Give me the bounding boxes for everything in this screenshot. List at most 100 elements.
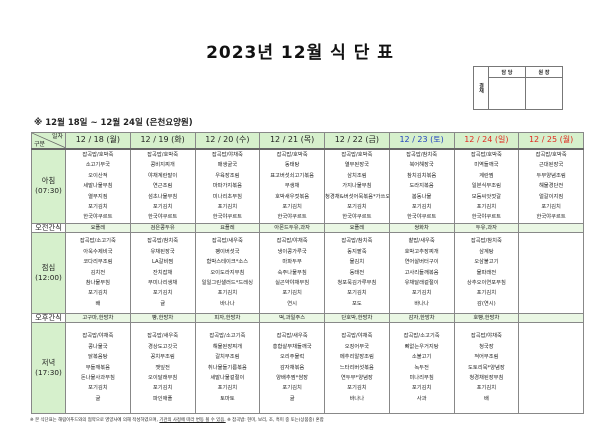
date-header: 12 / 22 (금) bbox=[324, 132, 390, 150]
menu-item: 열무지짐 bbox=[88, 193, 108, 200]
page-title: 2023년 12월 식 단 표 bbox=[206, 43, 394, 63]
menu-item: 녹두전 bbox=[414, 364, 429, 371]
menu-item: 한국야쿠르트 bbox=[212, 214, 242, 221]
menu-item: 잡곡밥/새우죽 bbox=[211, 238, 243, 245]
menu-item: 소불고기 bbox=[411, 354, 432, 361]
menu-item: 오이산적 bbox=[88, 172, 108, 179]
menu-item: 바나나 bbox=[414, 300, 429, 307]
menu-item: 포기김치 bbox=[347, 204, 367, 211]
menu-item: 연어살버터구이 bbox=[404, 259, 439, 266]
menu-item: 미나리무침 bbox=[409, 375, 434, 382]
menu-item: 고사리들깨볶음 bbox=[404, 269, 439, 276]
lunch-cell bbox=[518, 231, 584, 314]
menu-item: 무생채 bbox=[284, 183, 300, 190]
breakfast-cell: 잡곡밥/호박죽 소고기무국 오이산적 세발나물무침 열무지짐 포기김치 한국야쿠르트 bbox=[65, 148, 131, 224]
dinner-cell: 잡곡밥/야채죽 오징어무국 메추리알장조림 느타리버섯볶음 연두부*양념장 포기김치 바나나 bbox=[324, 321, 390, 414]
lunch-cell: 잡곡밥/소고기죽 아욱수제비국 코다리무조림 김치전 참나물무침 포기김치 배 bbox=[65, 231, 131, 314]
pm-snack-cell: 감자,한방차 bbox=[388, 312, 455, 323]
menu-item: 느타리버섯볶음 bbox=[339, 364, 374, 371]
menu-item: 오이도라지무침 bbox=[210, 269, 245, 276]
menu-item: 포기김치 bbox=[88, 204, 108, 211]
row-label-lunch: 점심 (12:00) bbox=[31, 231, 66, 314]
breakfast-cell: 잡곡밥/호박죽 근대된장국 두부양념조림 해물경단전 얼갈이지짐 포기김치 한국야쿠르트 bbox=[518, 148, 584, 224]
menu-item: LA갈비찜 bbox=[151, 259, 174, 266]
am-snack-cell: 요플레 bbox=[65, 222, 131, 233]
menu-item: 잡곡밥/소고기죽 bbox=[209, 333, 246, 340]
menu-item: 청경채된장무침 bbox=[469, 375, 504, 382]
menu-item: 잡곡밥/호박죽 bbox=[341, 152, 373, 158]
row-label-pm-snack: 오후간식 bbox=[31, 312, 66, 323]
menu-item: 바나나 bbox=[349, 395, 365, 402]
breakfast-cell: 잡곡밥/호박죽 콩비지찌개 야채계란말이 연근조림 섬초나물무침 포기김치 한국야쿠르트 bbox=[129, 148, 196, 224]
menu-item: 잡곡밥/참치죽 bbox=[406, 152, 438, 158]
am-snack-cell: 요플레 bbox=[324, 222, 390, 233]
lunch-cell: 잡곡밥/참치죽 동지팥죽 물김치 동태전 청포묵김가루무침 포기김치 포도 bbox=[324, 231, 390, 314]
menu-item: 표고버섯쇠고기볶음 bbox=[270, 172, 315, 179]
menu-item: 청국장 bbox=[479, 343, 494, 350]
menu-item: 포기김치 bbox=[152, 385, 173, 392]
menu-item: 무들깨볶음 bbox=[85, 364, 111, 371]
menu-item: 봄동나물 bbox=[411, 193, 432, 200]
menu-item: 사과 bbox=[416, 395, 427, 402]
menu-item: 소고기무국 bbox=[85, 162, 111, 169]
menu-item: 잔치잡채 bbox=[152, 269, 173, 276]
dinner-cell bbox=[518, 321, 584, 414]
breakfast-row: 아침 (07:30) 잡곡밥/호박죽 소고기무국 오이산적 세발나물무침 열무지짐 포기김… bbox=[31, 148, 584, 224]
menu-item: 감자채볶음 bbox=[279, 364, 305, 371]
menu-item: 세발나물무침 bbox=[83, 183, 113, 190]
menu-item: 잡곡밥/호박죽 bbox=[82, 152, 114, 158]
corner-category-label: 구분 bbox=[34, 141, 46, 148]
am-snack-cell: 아몬드두유,과자 bbox=[259, 222, 325, 233]
footnote-text: ※ 본 식단표는 해림이푸드와의 협약으로 영양사에 의해 작성하였으며, bbox=[30, 418, 160, 423]
menu-item: 무미나리생채 bbox=[148, 280, 178, 287]
breakfast-cell: 잡곡밥/참치죽 북어해장국 참치김치볶음 도라지볶음 봄동나물 포기김치 한국야쿠르트 bbox=[388, 148, 455, 224]
am-snack-cell: 검은콩두유 bbox=[129, 222, 196, 233]
pm-snack-row: 오후간식 고구마,한방차 빵,한방차 피자,한방차 떡,과일주스 단호박,한방차 감자,한… bbox=[31, 312, 584, 323]
menu-item: 양배추찜*쌈장 bbox=[276, 375, 309, 382]
menu-item: 오삼불고기 bbox=[474, 259, 499, 266]
menu-item: 삼치조림 bbox=[347, 172, 367, 179]
row-label-am-snack: 오전간식 bbox=[31, 222, 66, 233]
menu-item: 근대된장국 bbox=[538, 162, 564, 169]
menu-item: 마파두부 bbox=[282, 259, 302, 266]
menu-item: 가지나물무침 bbox=[342, 183, 372, 190]
menu-item: 호박고추장찌개 bbox=[404, 248, 439, 255]
menu-item: 돈나물사과무침 bbox=[80, 375, 115, 382]
approval-signature-staff[interactable] bbox=[488, 77, 526, 110]
menu-item: 연근조림 bbox=[152, 183, 173, 190]
menu-item: 포기김치 bbox=[411, 290, 432, 297]
menu-item: 오징어무국 bbox=[344, 343, 370, 350]
menu-item: 포기김치 bbox=[217, 385, 238, 392]
menu-item: 우육장조림 bbox=[215, 172, 240, 179]
menu-item: 잡곡밥/호박죽 bbox=[276, 152, 308, 158]
menu-item: 귤 bbox=[289, 395, 295, 402]
menu-item: 포기김치 bbox=[88, 290, 108, 297]
dinner-cell: 잡곡밥/새우죽 경상도고깃국 꽁치무조림 깻잎전 오이달래무침 포기김치 파인애플 bbox=[129, 321, 196, 414]
menu-item: 잡곡밥/야채죽 bbox=[276, 238, 308, 245]
dinner-cell: 잡곡밥/야채죽 콩나물국 닭볶음탕 무들깨볶음 돈나물사과무침 포기김치 귤 bbox=[65, 321, 131, 414]
am-snack-cell: 요플레 bbox=[194, 222, 261, 233]
menu-item: 꽁치무조림 bbox=[150, 354, 175, 361]
approval-box: 결재 담 당 원 장 bbox=[473, 65, 563, 110]
menu-item: 실곤약야채무침 bbox=[275, 280, 310, 287]
corner-date-label: 일자 bbox=[51, 133, 63, 140]
am-snack-cell bbox=[518, 222, 584, 233]
lunch-cell: 잡곡밥/새우죽 팽이버섯국 함박스테이크*소스 오이도라지무침 일일그린샐러드*드레싱 포… bbox=[194, 231, 261, 314]
am-snack-cell: 쌍화차 bbox=[388, 222, 455, 233]
menu-item: 포기김치 bbox=[476, 204, 497, 211]
menu-item: 잡곡밥/야채죽 bbox=[211, 152, 243, 158]
menu-item: 잡곡밥/야채죽 bbox=[341, 333, 373, 340]
menu-item: 포기김치 bbox=[282, 385, 302, 392]
menu-item: 토마토 bbox=[220, 395, 235, 402]
menu-item: 포기김치 bbox=[152, 204, 173, 211]
pm-snack-cell bbox=[518, 312, 584, 323]
menu-item: 아욱수제비국 bbox=[83, 248, 113, 255]
menu-item: 메추리알장조림 bbox=[339, 354, 374, 361]
am-snack-cell: 두유,과자 bbox=[453, 222, 520, 233]
menu-item: 포기김치 bbox=[282, 204, 302, 211]
approval-signature-director[interactable] bbox=[525, 77, 563, 110]
menu-item: 한국야쿠르트 bbox=[407, 214, 437, 221]
date-header: 12 / 25 (월) bbox=[518, 132, 584, 150]
pm-snack-cell: 단호박,한방차 bbox=[324, 312, 390, 323]
date-header: 12 / 24 (일) bbox=[453, 132, 520, 150]
